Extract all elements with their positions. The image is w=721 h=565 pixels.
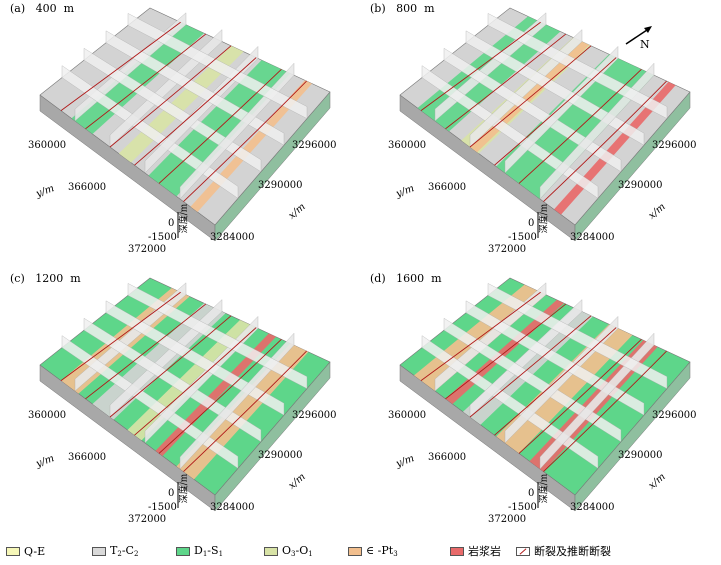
fault-line bbox=[494, 57, 617, 166]
map-panel: (d) 1600 m 360000 366000 372000 y/m 3296… bbox=[360, 270, 720, 538]
y-tick: 360000 bbox=[388, 410, 427, 421]
map-panel: (a) 400 m 360000 366000 372000 y/m 32960… bbox=[0, 0, 360, 268]
x-tick: 3284000 bbox=[210, 232, 255, 243]
fault-line bbox=[60, 291, 181, 381]
x-tick: 3290000 bbox=[258, 180, 303, 191]
depth-tick: 0 bbox=[528, 218, 535, 229]
legend-swatch bbox=[92, 546, 106, 556]
y-tick: 372000 bbox=[128, 514, 167, 525]
y-tick: 366000 bbox=[68, 452, 107, 463]
depth-tick: 0 bbox=[168, 488, 175, 499]
legend-item: ∈ -Pt3 bbox=[348, 543, 398, 559]
fault-line bbox=[109, 315, 232, 418]
legend-item: Q-E bbox=[6, 543, 45, 559]
fault-line bbox=[543, 80, 667, 202]
legend-label: O3-O1 bbox=[282, 544, 313, 558]
fault-line bbox=[420, 21, 541, 111]
legend-item: O3-O1 bbox=[264, 543, 313, 559]
depth-axis-label: 深度/m bbox=[539, 473, 550, 504]
legend-swatch bbox=[450, 546, 464, 556]
fault-line bbox=[109, 45, 232, 148]
depth-axis-label: 深度/m bbox=[179, 203, 190, 234]
fault-line bbox=[134, 327, 257, 436]
legend-label: 岩浆岩 bbox=[468, 545, 501, 558]
legend-swatch bbox=[6, 546, 20, 556]
legend-item: 岩浆岩 bbox=[450, 543, 501, 559]
fault-line bbox=[85, 303, 207, 400]
fault-line bbox=[518, 68, 642, 184]
north-label: N bbox=[640, 38, 650, 51]
legend-item: T2-C2 bbox=[92, 543, 138, 559]
legend-label: D1-S1 bbox=[194, 544, 224, 558]
block-diagram bbox=[399, 277, 691, 512]
legend-label: T2-C2 bbox=[110, 544, 139, 558]
panel-title: (c) 1200 m bbox=[10, 272, 81, 285]
fault-symbol-icon bbox=[516, 546, 530, 556]
y-tick: 366000 bbox=[428, 182, 467, 193]
fault-line bbox=[85, 33, 207, 130]
fault-line bbox=[158, 68, 282, 184]
fault-line bbox=[469, 315, 592, 418]
legend-label: ∈ -Pt3 bbox=[366, 544, 398, 558]
fault-line bbox=[183, 350, 307, 472]
north-arrow: N bbox=[620, 20, 660, 54]
fault-line bbox=[445, 33, 567, 130]
y-tick: 360000 bbox=[28, 140, 67, 151]
map-panel: (b) 800 m 360000 366000 372000 y/m 32960… bbox=[360, 0, 720, 268]
y-tick: 366000 bbox=[428, 452, 467, 463]
fault-line bbox=[60, 21, 181, 111]
legend: Q-E T2-C2 D1-S1 O3-O1 ∈ -Pt3 岩浆岩 断裂及推断断裂 bbox=[6, 543, 716, 559]
y-tick: 366000 bbox=[68, 182, 107, 193]
x-tick: 3296000 bbox=[652, 140, 697, 151]
panel-title: (d) 1600 m bbox=[370, 272, 442, 285]
fault-line bbox=[518, 338, 642, 454]
legend-label: 断裂及推断断裂 bbox=[534, 545, 611, 558]
x-tick: 3296000 bbox=[292, 410, 337, 421]
legend-item: D1-S1 bbox=[176, 543, 223, 559]
depth-tick: -1500 bbox=[148, 232, 177, 243]
x-tick: 3296000 bbox=[292, 140, 337, 151]
legend-label: Q-E bbox=[24, 544, 46, 558]
fault-line bbox=[158, 338, 282, 454]
fault-line bbox=[469, 45, 592, 148]
legend-swatch bbox=[264, 546, 278, 556]
y-tick: 372000 bbox=[128, 244, 167, 255]
fault-line bbox=[134, 57, 257, 166]
x-tick: 3290000 bbox=[258, 450, 303, 461]
legend-swatch bbox=[176, 546, 190, 556]
depth-tick: -1500 bbox=[508, 232, 537, 243]
x-tick: 3290000 bbox=[618, 180, 663, 191]
fault-line bbox=[494, 327, 617, 436]
x-tick: 3290000 bbox=[618, 450, 663, 461]
depth-axis-label: 深度/m bbox=[179, 473, 190, 504]
x-tick: 3284000 bbox=[570, 232, 615, 243]
legend-item: 断裂及推断断裂 bbox=[516, 543, 611, 559]
y-tick: 360000 bbox=[28, 410, 67, 421]
fault-line bbox=[420, 291, 541, 381]
block-diagram bbox=[399, 7, 691, 242]
map-panel: (c) 1200 m 360000 366000 372000 y/m 3296… bbox=[0, 270, 360, 538]
fault-line bbox=[183, 80, 307, 202]
depth-tick: 0 bbox=[528, 488, 535, 499]
north-arrow-icon bbox=[625, 26, 652, 45]
y-tick: 372000 bbox=[488, 244, 527, 255]
depth-tick: -1500 bbox=[508, 502, 537, 513]
x-tick: 3296000 bbox=[652, 410, 697, 421]
fault-line bbox=[543, 350, 667, 472]
y-tick: 360000 bbox=[388, 140, 427, 151]
depth-tick: -1500 bbox=[148, 502, 177, 513]
depth-tick: 0 bbox=[168, 218, 175, 229]
panel-title: (b) 800 m bbox=[370, 2, 435, 15]
panel-title: (a) 400 m bbox=[10, 2, 75, 15]
x-tick: 3284000 bbox=[210, 502, 255, 513]
y-tick: 372000 bbox=[488, 514, 527, 525]
block-diagram bbox=[39, 7, 331, 242]
depth-axis-label: 深度/m bbox=[539, 203, 550, 234]
fault-line bbox=[445, 303, 567, 400]
block-diagram bbox=[39, 277, 331, 512]
legend-swatch bbox=[348, 546, 362, 556]
x-tick: 3284000 bbox=[570, 502, 615, 513]
